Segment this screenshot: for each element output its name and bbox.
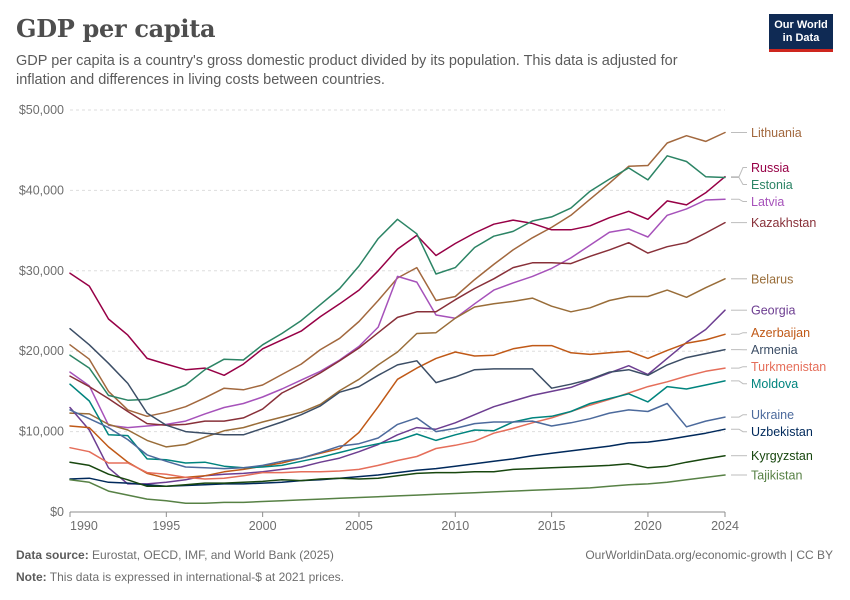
chart-note: Note: This data is expressed in internat… xyxy=(16,570,344,584)
series-line-georgia[interactable] xyxy=(69,309,726,485)
data-source-text: Eurostat, OECD, IMF, and World Bank (202… xyxy=(92,548,334,562)
chart-subtitle: GDP per capita is a country's gross dome… xyxy=(16,53,678,88)
legend-label-azerbaijan[interactable]: Azerbaijan xyxy=(751,326,810,340)
series-line-latvia[interactable] xyxy=(69,198,726,429)
y-tick-label: $40,000 xyxy=(19,183,64,197)
series-line-moldova[interactable] xyxy=(69,380,726,469)
x-tick-label: 2015 xyxy=(538,519,566,533)
series-line-kyrgyzstan[interactable] xyxy=(69,454,726,488)
owid-logo[interactable]: Our World in Data xyxy=(769,14,833,52)
gridlines xyxy=(70,109,725,513)
x-axis: 1990 1995 2000 2005 2010 2015 2020 2024 xyxy=(69,512,739,533)
owid-logo-text: Our World in Data xyxy=(774,19,828,44)
series-line-belarus[interactable] xyxy=(69,278,726,448)
legend-label-uzbekistan[interactable]: Uzbekistan xyxy=(751,425,813,439)
series-line-ukraine[interactable] xyxy=(69,402,726,470)
data-source-label: Data source: xyxy=(16,548,89,562)
chart-title: GDP per capita xyxy=(16,14,216,43)
legend-connector xyxy=(731,167,747,178)
x-tick-label: 2000 xyxy=(249,519,277,533)
legend-connector xyxy=(731,366,747,369)
x-tick-label: 2010 xyxy=(441,519,469,533)
legend-label-estonia[interactable]: Estonia xyxy=(751,178,793,192)
legend-label-tajikistan[interactable]: Tajikistan xyxy=(751,469,802,483)
legend-connector xyxy=(731,332,747,335)
legend-connector xyxy=(731,177,747,185)
legend-label-georgia[interactable]: Georgia xyxy=(751,304,796,318)
x-tick-label: 2024 xyxy=(711,519,739,533)
legend-connector xyxy=(731,198,747,202)
x-tick-label: 2020 xyxy=(634,519,662,533)
series-line-tajikistan[interactable] xyxy=(69,474,726,504)
legend-label-ukraine[interactable]: Ukraine xyxy=(751,408,794,422)
y-tick-label: $0 xyxy=(50,505,64,519)
note-label: Note: xyxy=(16,570,47,584)
y-tick-label: $20,000 xyxy=(19,344,64,358)
data-source: Data source: Eurostat, OECD, IMF, and Wo… xyxy=(16,548,334,562)
legend-label-russia[interactable]: Russia xyxy=(751,161,789,175)
legend-label-belarus[interactable]: Belarus xyxy=(751,272,793,286)
legend-label-kyrgyzstan[interactable]: Kyrgyzstan xyxy=(751,449,813,463)
legend-label-armenia[interactable]: Armenia xyxy=(751,343,798,357)
series-line-lithuania[interactable] xyxy=(69,131,726,418)
legend-connector xyxy=(731,428,747,433)
series-line-kazakhstan[interactable] xyxy=(69,221,726,426)
y-tick-label: $30,000 xyxy=(19,264,64,278)
legend-connector xyxy=(731,414,747,418)
legend-label-moldova[interactable]: Moldova xyxy=(751,377,798,391)
y-axis: $0 $10,000 $20,000 $30,000 $40,000 $50,000 xyxy=(19,103,64,519)
owid-logo-bar xyxy=(769,49,833,52)
note-text: This data is expressed in international-… xyxy=(49,570,344,584)
legend: Lithuania Russia Estonia Latvia Kazakhstan Be… xyxy=(731,126,826,483)
legend-label-turkmenistan[interactable]: Turkmenistan xyxy=(751,360,826,374)
series-line-armenia[interactable] xyxy=(69,327,726,436)
x-tick-label: 1990 xyxy=(70,519,98,533)
series-line-russia[interactable] xyxy=(69,175,726,377)
legend-label-lithuania[interactable]: Lithuania xyxy=(751,126,802,140)
series-lines xyxy=(69,131,726,504)
x-tick-label: 1995 xyxy=(152,519,180,533)
legend-label-kazakhstan[interactable]: Kazakhstan xyxy=(751,216,816,230)
legend-connector xyxy=(731,380,747,385)
series-line-azerbaijan[interactable] xyxy=(69,333,726,479)
y-tick-label: $10,000 xyxy=(19,425,64,439)
y-tick-label: $50,000 xyxy=(19,103,64,117)
source-link[interactable]: OurWorldinData.org/economic-growth | CC … xyxy=(585,548,833,562)
legend-label-latvia[interactable]: Latvia xyxy=(751,195,784,209)
x-tick-label: 2005 xyxy=(345,519,373,533)
series-line-estonia[interactable] xyxy=(69,155,726,401)
